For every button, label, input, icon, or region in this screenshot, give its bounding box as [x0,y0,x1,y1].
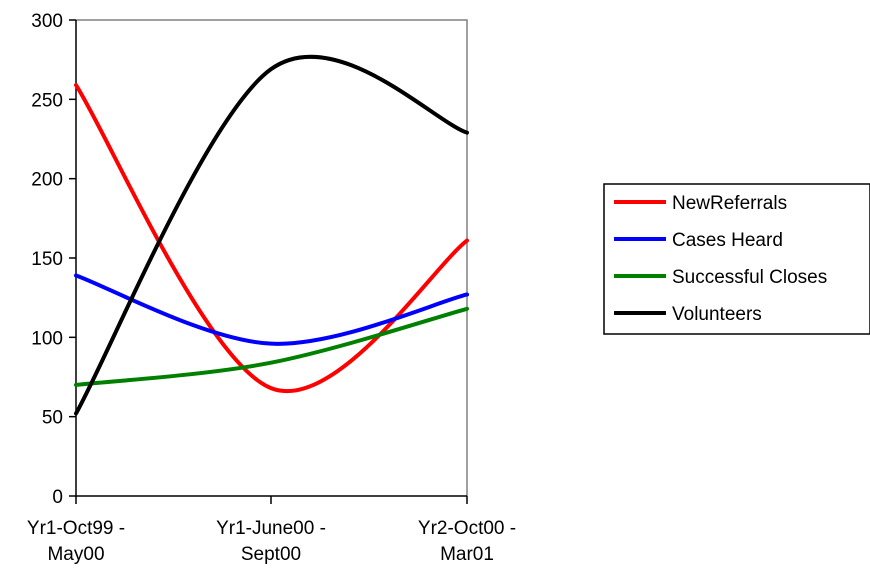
plot-area [76,19,468,496]
x-category-label: Yr1-Oct99 - May00 [27,518,125,565]
legend-item: Successful Closes [614,267,827,288]
y-tick-label: 100 [31,328,63,349]
series-layer [74,54,469,416]
x-category-label: Yr2-Oct00 - Mar01 [418,518,516,565]
series-line-successful-closes [74,306,469,387]
x-category-label-line: Mar01 [440,544,494,565]
series-line-newreferrals [74,83,469,393]
y-tick-label: 50 [42,408,63,429]
x-category-label-line: Sept00 [241,544,301,565]
y-tick-label: 300 [31,11,63,32]
plot-border [76,19,468,496]
y-tick-label: 0 [52,487,63,508]
legend-label: Successful Closes [672,267,827,288]
x-category-label-line: Yr2-Oct00 - [418,518,516,539]
legend-label: Cases Heard [672,230,783,251]
axes: 0 50 100 150 200 250 300 Yr1-Oct99 - May00 Yr1-Ju… [27,11,516,565]
x-category-label-line: May00 [47,544,104,565]
legend-box [603,183,870,335]
y-tick-label: 250 [31,90,63,111]
y-tick-label: 150 [31,249,63,270]
x-category-label: Yr1-June00 - Sept00 [216,518,326,565]
x-category-label-line: Yr1-Oct99 - [27,518,125,539]
series-line-cases-heard [74,273,469,346]
y-tick-label: 200 [31,170,63,191]
legend-label: Volunteers [672,304,762,325]
series-line-volunteers [74,54,469,416]
legend-item: NewReferrals [614,193,787,214]
plot-background [76,20,467,496]
legend: NewReferrals Cases Heard Successful Closes… [603,183,870,335]
legend-item: Volunteers [614,304,762,325]
legend-item: Cases Heard [614,230,783,251]
legend-label: NewReferrals [672,193,787,214]
x-category-label-line: Yr1-June00 - [216,518,326,539]
